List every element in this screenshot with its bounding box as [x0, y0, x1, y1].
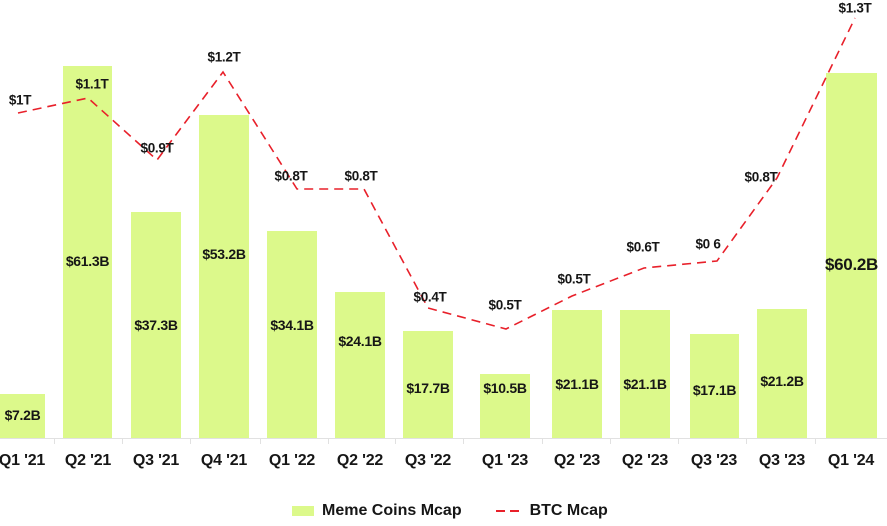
bar-10 [690, 334, 739, 438]
x-axis-label: Q3 '22 [404, 452, 452, 469]
x-axis-line [0, 438, 887, 439]
btc-value-label: $0.8T [274, 168, 308, 184]
bar-value-label: $61.3B [65, 253, 110, 269]
btc-value-label: $1.1T [75, 76, 109, 92]
x-axis-tick [610, 438, 611, 444]
x-axis-label: Q3 '23 [758, 452, 806, 469]
bar-value-label: $24.1B [338, 333, 382, 349]
x-axis-tick [678, 438, 679, 444]
x-axis-label: Q1 '24 [827, 452, 875, 469]
btc-value-label: $1.2T [207, 49, 241, 65]
legend-dashed-line-icon [495, 506, 522, 516]
bar-value-label: $53.2B [202, 246, 246, 262]
x-axis-label: Q2 '23 [621, 452, 669, 469]
bar-value-label: $10.5B [483, 380, 527, 396]
bar-value-label: $21.2B [760, 373, 804, 389]
bar-9 [620, 310, 670, 438]
x-axis-label: Q1 '21 [0, 452, 46, 469]
x-axis-label: Q2 '22 [336, 452, 384, 469]
bar-value-label: $37.3B [134, 317, 178, 333]
x-axis-tick [463, 438, 464, 444]
bar-5 [335, 292, 385, 438]
bar-6 [403, 331, 453, 438]
btc-value-label: $0.8T [344, 168, 378, 184]
bar-2 [131, 212, 181, 438]
btc-value-label: $0.4T [413, 289, 447, 305]
x-axis-tick [328, 438, 329, 444]
legend-label-meme-coins: Meme Coins Mcap [322, 502, 462, 519]
x-axis-tick [122, 438, 123, 444]
bar-value-label: $21.1B [623, 376, 667, 392]
legend: Meme Coins Mcap BTC Mcap [292, 502, 608, 520]
btc-value-label: $0.8T [744, 169, 778, 185]
bar-7 [480, 374, 530, 438]
bar-value-label: $21.1B [555, 376, 599, 392]
bar-value-label: $17.7B [406, 380, 450, 396]
x-axis-tick [190, 438, 191, 444]
x-axis-tick [542, 438, 543, 444]
x-axis-tick [260, 438, 261, 444]
btc-value-label: $0.9T [140, 140, 174, 156]
btc-value-label: $0.5T [557, 271, 591, 287]
bar-value-label: $34.1B [270, 317, 314, 333]
legend-item-btc: BTC Mcap [495, 502, 608, 520]
x-axis-tick [54, 438, 55, 444]
bar-value-label: $60.2B [824, 255, 879, 274]
x-axis-label: Q4 '21 [200, 452, 248, 469]
bar-11 [757, 309, 807, 438]
x-axis-label: Q1 '23 [481, 452, 529, 469]
btc-value-label: $1T [8, 92, 32, 108]
btc-value-label: $1.3T [838, 0, 872, 16]
bar-1 [63, 66, 112, 438]
bar-3 [199, 115, 249, 438]
bar-8 [552, 310, 602, 438]
x-axis-tick [815, 438, 816, 444]
x-axis-label: Q3 '23 [690, 452, 738, 469]
bar-4 [267, 231, 317, 438]
btc-value-label: $0.6T [626, 239, 660, 255]
bar-value-label: $17.1B [692, 382, 737, 398]
x-axis-label: Q2 '23 [553, 452, 601, 469]
legend-label-btc: BTC Mcap [529, 502, 608, 519]
bar-0 [0, 394, 45, 438]
x-axis-label: Q3 '21 [132, 452, 180, 469]
legend-bar-swatch-icon [292, 506, 314, 516]
x-axis-label: Q2 '21 [64, 452, 112, 469]
legend-item-meme-coins: Meme Coins Mcap [292, 502, 462, 520]
bar-12 [826, 73, 877, 438]
btc-value-label: $0.5T [488, 297, 522, 313]
x-axis-tick [395, 438, 396, 444]
bar-value-label: $7.2B [4, 407, 41, 423]
x-axis-label: Q1 '22 [268, 452, 316, 469]
btc-value-label: $0 6 [695, 236, 721, 252]
x-axis-tick [746, 438, 747, 444]
